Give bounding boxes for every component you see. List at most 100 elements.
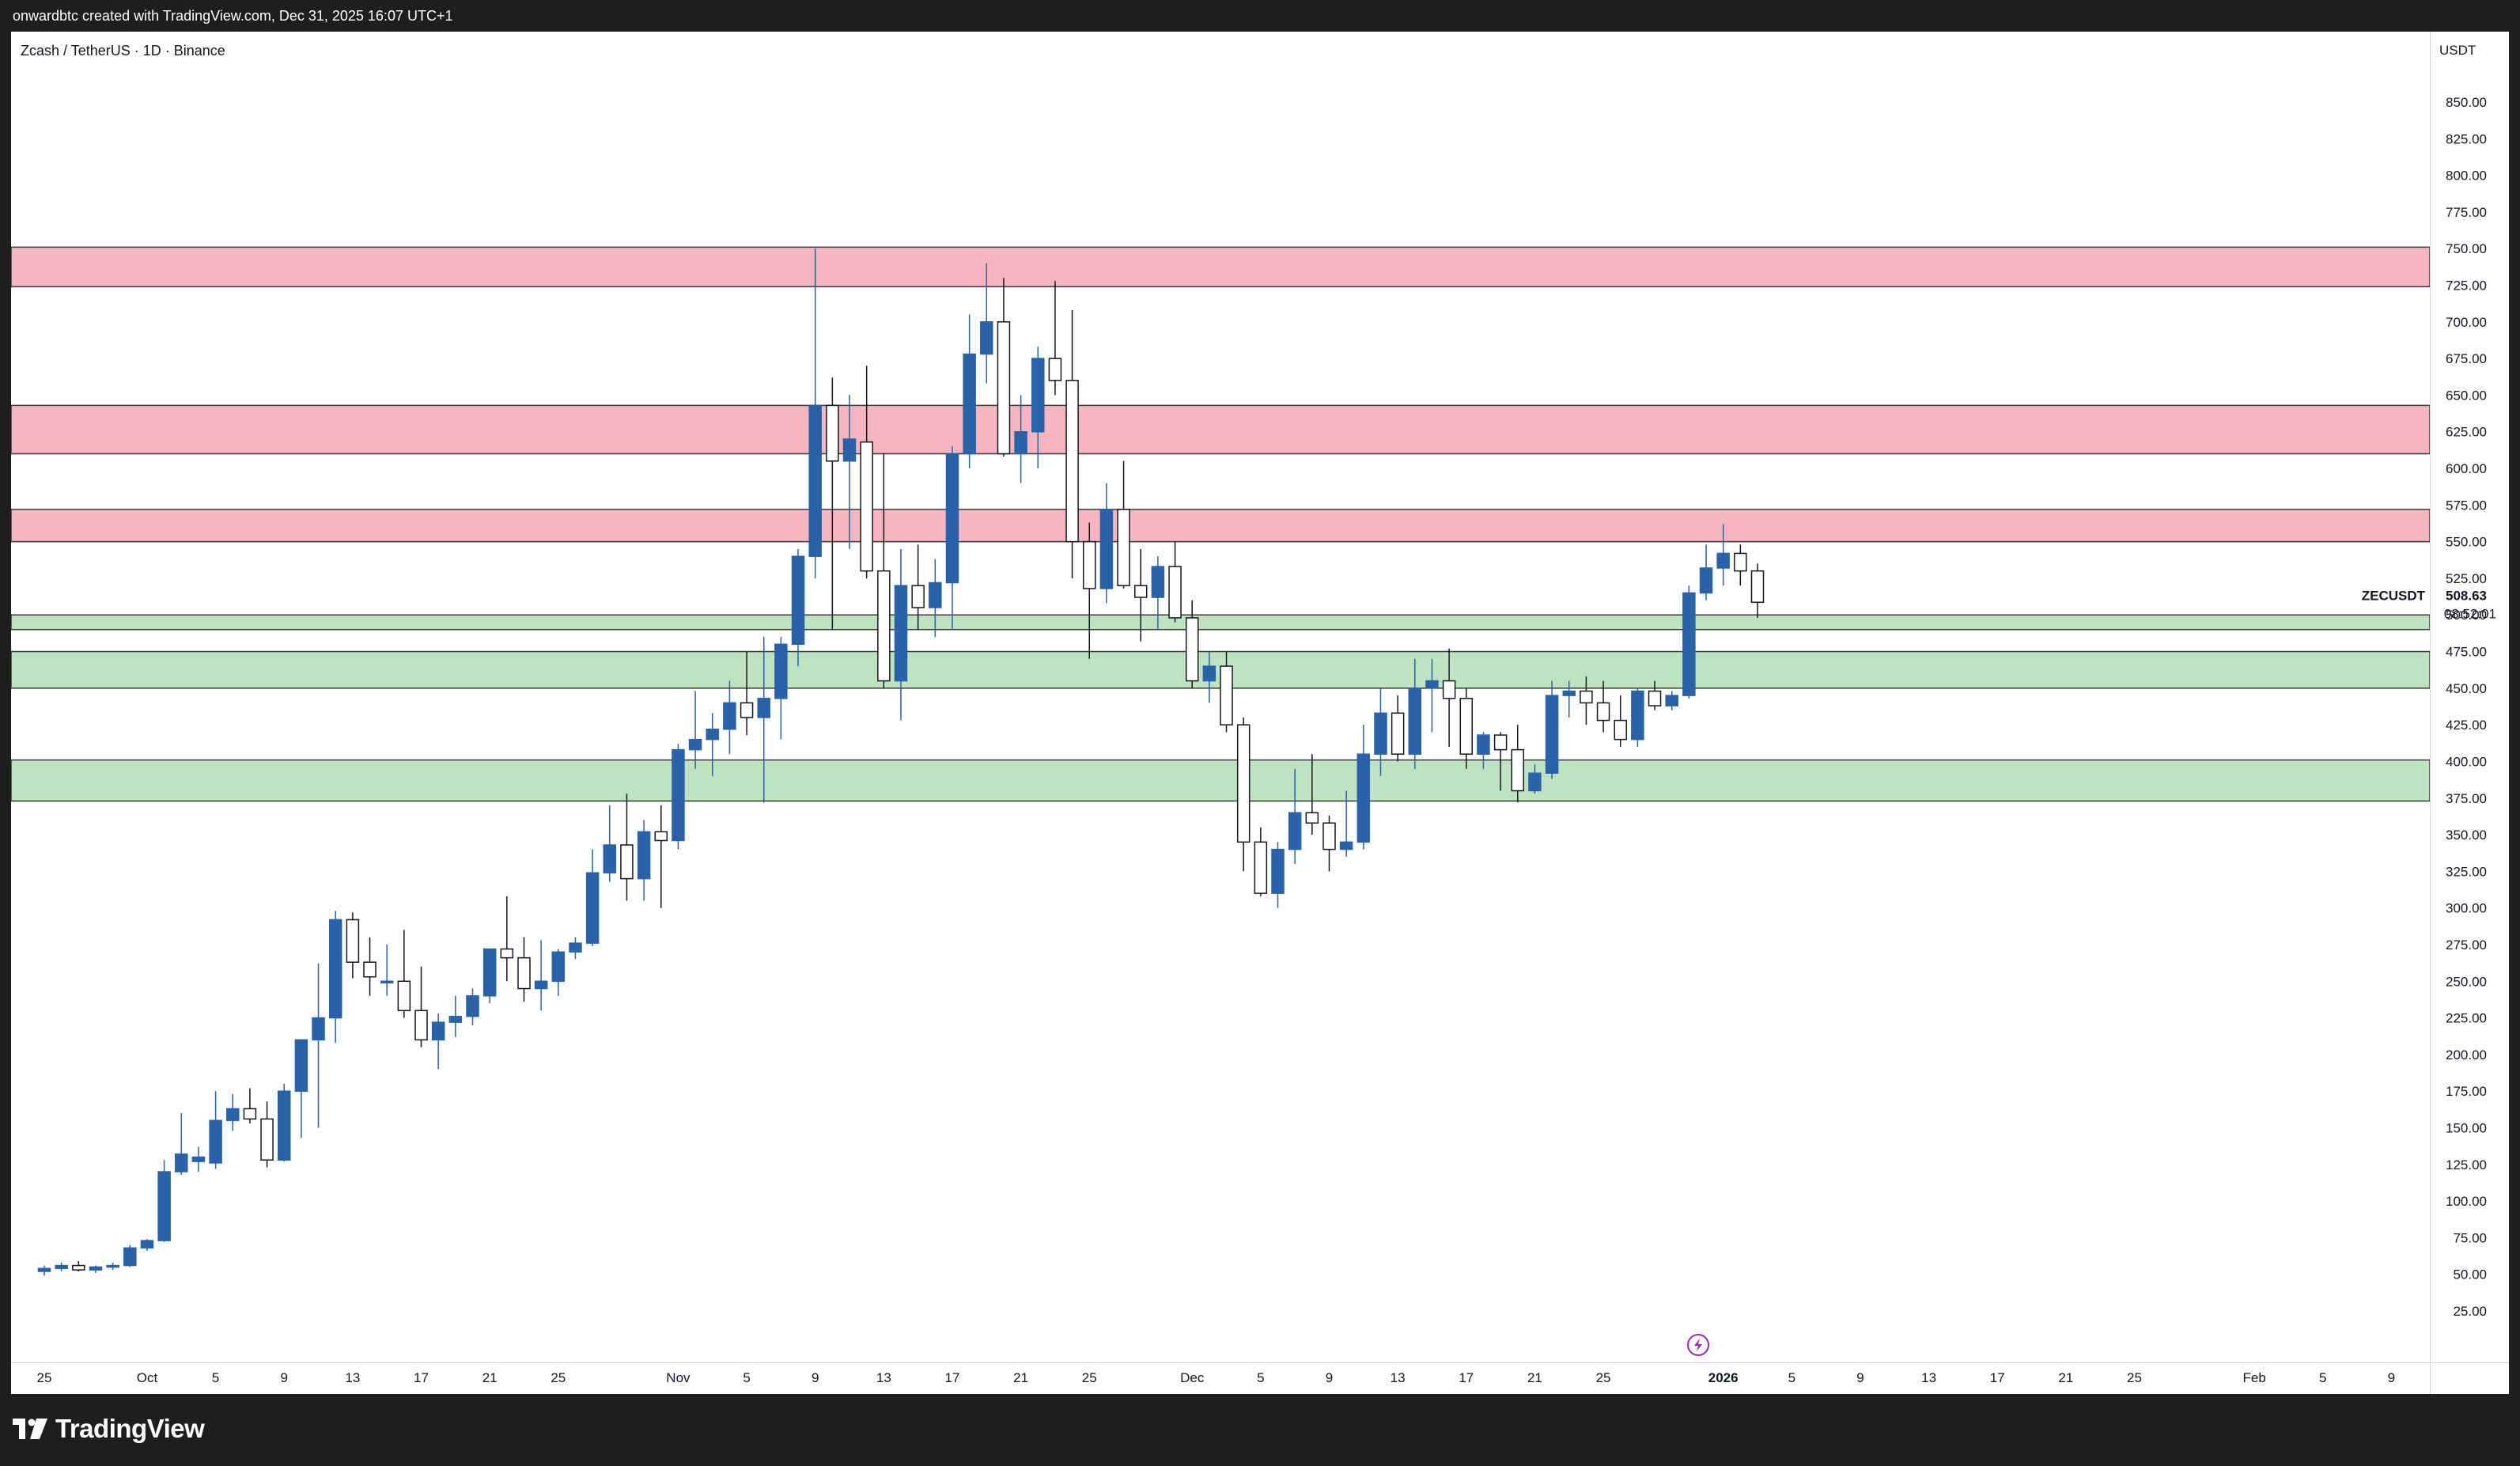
time-tick-label: 2026: [1708, 1370, 1739, 1385]
candle-body: [1425, 680, 1439, 689]
candle-body: [346, 919, 360, 963]
bull-candle: [1528, 764, 1542, 794]
bull-candle: [569, 937, 582, 960]
bull-candle: [312, 964, 325, 1128]
candle-body: [945, 453, 959, 584]
bull-candle: [894, 548, 908, 721]
candle-body: [842, 438, 857, 462]
price-tick-label: 350.00: [2446, 828, 2487, 843]
bull-candle: [945, 446, 959, 630]
chart-panel[interactable]: 25.00 50.00 75.00 100.00 125.00 150.00 175.00 2…: [11, 32, 2509, 1394]
price-tick-label: 25.00: [2453, 1304, 2487, 1319]
candle-body: [911, 585, 925, 608]
support-zone-4: [11, 614, 2431, 631]
candle-body: [654, 831, 668, 842]
bull-candle: [209, 1091, 222, 1169]
candlestick-chart[interactable]: 25.00 50.00 75.00 100.00 125.00 150.00 175.00 2…: [11, 32, 2509, 1394]
candle-body: [1151, 566, 1165, 598]
bull-candle: [1014, 395, 1027, 483]
bull-candle: [175, 1112, 188, 1175]
chart-title: Zcash / TetherUS · 1D · Binance: [21, 43, 225, 59]
tradingview-logo[interactable]: TradingView: [13, 1413, 205, 1445]
bull-candle: [637, 820, 651, 901]
candle-body: [1048, 358, 1062, 381]
candle-body: [1083, 540, 1096, 589]
bear-candle: [243, 1088, 257, 1123]
candle-body: [569, 942, 582, 953]
candle-body: [1716, 552, 1730, 569]
price-tick-label: 250.00: [2446, 974, 2487, 989]
bear-candle: [1493, 732, 1508, 791]
candle-body: [774, 643, 788, 699]
candle-body: [1580, 690, 1593, 704]
candle-body: [1374, 712, 1387, 755]
bull-candle: [1545, 680, 1559, 779]
bull-candle: [808, 248, 822, 578]
candle-body: [740, 702, 754, 718]
bull-candle: [106, 1262, 119, 1271]
bull-candle: [723, 680, 736, 755]
candle-body: [1682, 592, 1696, 696]
bull-candle: [294, 1039, 308, 1138]
candle-body: [1254, 841, 1268, 894]
price-tick-label: 450.00: [2446, 681, 2487, 696]
price-tick-label: 625.00: [2446, 425, 2487, 440]
bear-candle: [1168, 541, 1182, 623]
candle-body: [312, 1017, 325, 1041]
bull-candle: [1031, 347, 1045, 469]
candle-body: [1614, 719, 1627, 741]
brand-name: TradingView: [55, 1414, 205, 1443]
candle-body: [123, 1247, 137, 1267]
bull-candle: [89, 1265, 103, 1273]
time-tick-label: Dec: [1180, 1370, 1205, 1385]
candle-body: [808, 404, 822, 557]
bull-candle: [1099, 483, 1114, 604]
bull-candle: [55, 1262, 68, 1271]
candle-body: [1117, 509, 1130, 586]
candle-body: [1596, 702, 1610, 722]
bear-candle: [1391, 695, 1405, 762]
event-marker-bolt: [1694, 1339, 1703, 1351]
candle-body: [1442, 680, 1456, 699]
bear-candle: [1322, 815, 1336, 872]
bear-candle: [1083, 522, 1096, 659]
bear-candle: [740, 651, 754, 736]
time-tick-label: 13: [1921, 1370, 1936, 1385]
candle-body: [55, 1264, 68, 1270]
candle-body: [1220, 665, 1233, 725]
bull-candle: [482, 948, 497, 1004]
bull-candle: [431, 1013, 445, 1070]
overlay-layer: ZECUSDT 508.63 08:52:01: [1687, 588, 2496, 1356]
resistance-zone-2: [11, 404, 2431, 455]
candle-body: [140, 1240, 154, 1249]
support-zone-6: [11, 759, 2431, 802]
bear-candle: [1185, 600, 1199, 688]
bar-countdown: 08:52:01: [2444, 606, 2496, 621]
candle-body: [637, 831, 651, 880]
price-tick-label: 825.00: [2446, 131, 2487, 146]
time-tick-label: 5: [1257, 1370, 1264, 1385]
candle-body: [448, 1015, 463, 1023]
bull-candle: [963, 314, 976, 469]
bull-candle: [1665, 691, 1678, 710]
price-tick-label: 300.00: [2446, 901, 2487, 916]
candle-body: [1305, 812, 1319, 824]
price-tick-label: 750.00: [2446, 241, 2487, 256]
bull-candle: [791, 548, 805, 667]
bull-candle: [980, 263, 993, 384]
bull-candle: [466, 988, 479, 1025]
candle-body: [688, 738, 702, 751]
time-tick-label: Feb: [2242, 1370, 2265, 1385]
price-unit-label: USDT: [2439, 43, 2476, 58]
bull-candle: [1631, 688, 1644, 747]
bear-candle: [1305, 754, 1319, 835]
candle-body: [1734, 552, 1747, 572]
price-tick-label: 675.00: [2446, 351, 2487, 366]
candle-body: [157, 1171, 171, 1241]
bear-candle: [997, 278, 1011, 457]
time-tick-label: 17: [414, 1370, 429, 1385]
price-tick-label: 525.00: [2446, 571, 2487, 586]
candle-body: [1339, 841, 1353, 850]
time-tick-label: 17: [1459, 1370, 1474, 1385]
bull-candle: [1699, 544, 1713, 600]
